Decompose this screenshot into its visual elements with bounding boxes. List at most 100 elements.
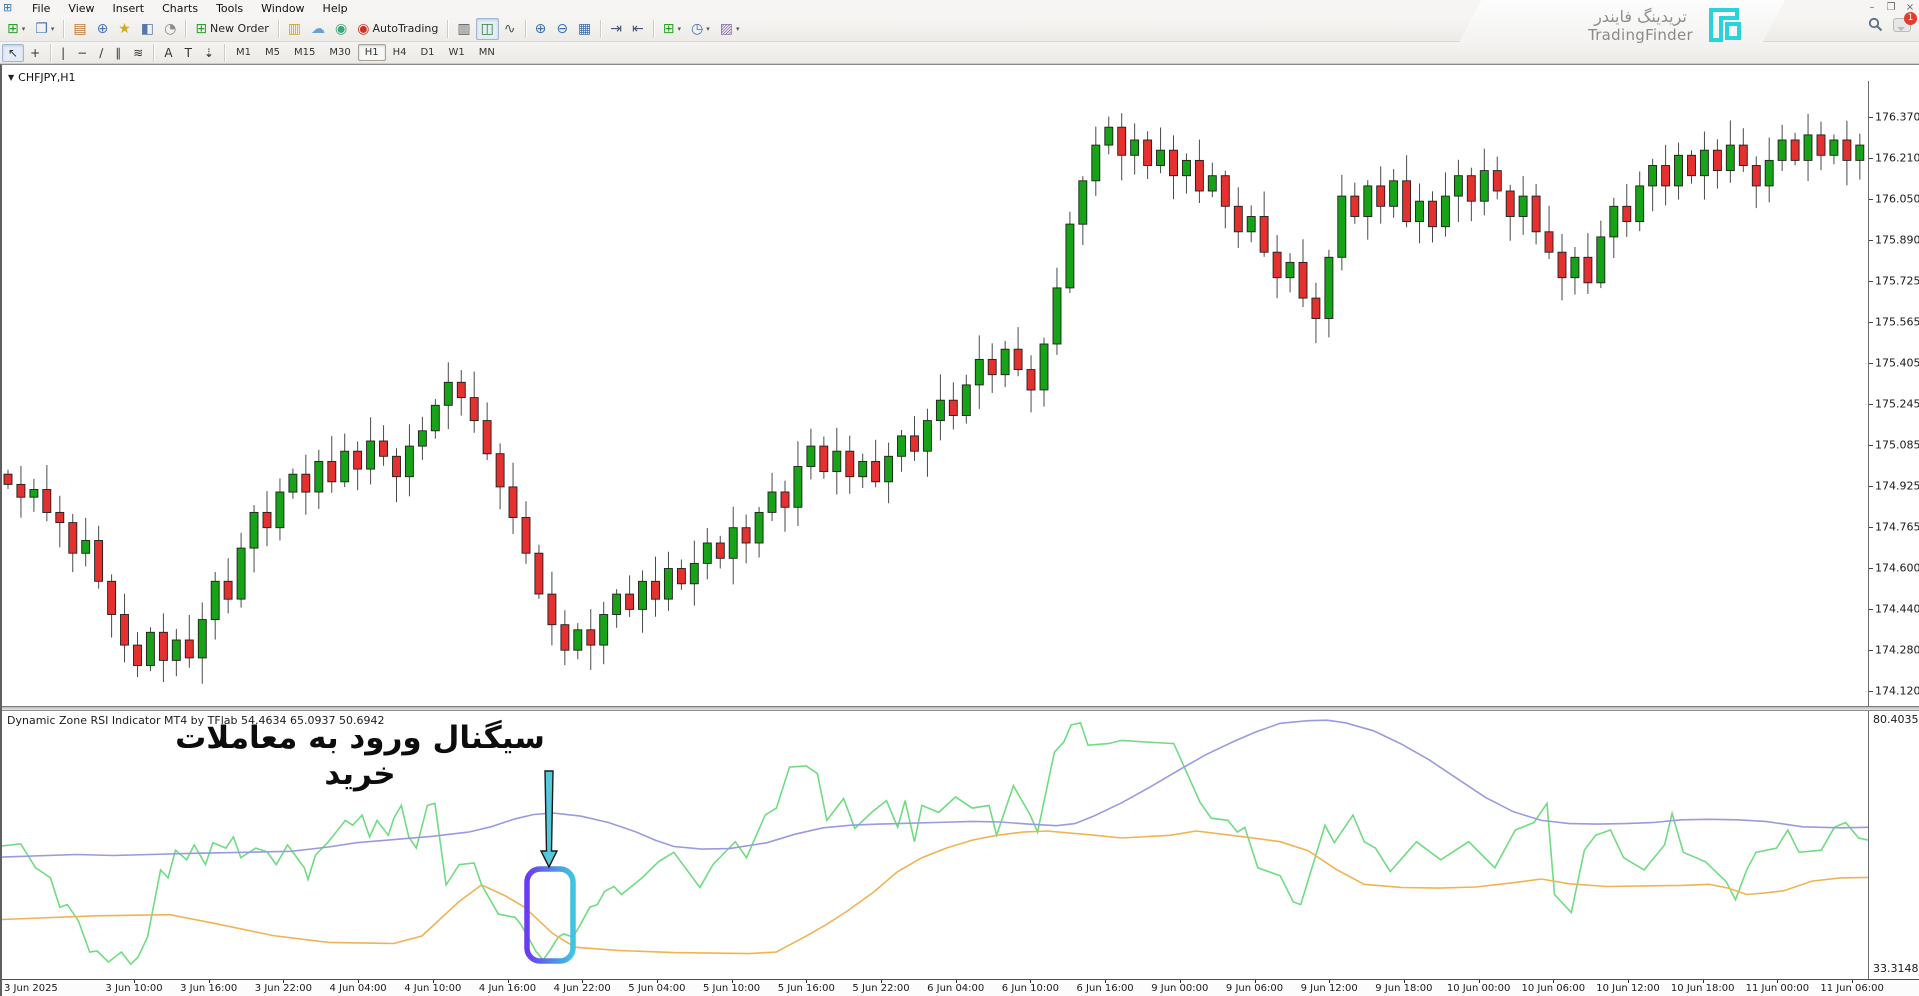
community-button[interactable]: ☁ [306, 18, 330, 40]
candle-body [1687, 154, 1696, 177]
candle-body [1182, 159, 1191, 177]
navigator-icon: ★ [118, 20, 131, 37]
close-button[interactable]: × [1905, 2, 1915, 13]
price-tick [1869, 240, 1873, 241]
indicators-menu-button[interactable]: ⊞ ▾ [658, 18, 686, 40]
menu-item-file[interactable]: File [32, 1, 51, 15]
vline-tool-button[interactable]: | [55, 44, 71, 62]
periods-menu-button[interactable]: ◷ ▾ [686, 18, 715, 40]
candle-body [1531, 195, 1541, 233]
menu-item-window[interactable]: Window [261, 1, 305, 15]
panel-separator[interactable] [2, 706, 1919, 711]
candle-body [262, 511, 272, 529]
menu-item-help[interactable]: Help [322, 1, 348, 15]
hline-tool-button[interactable]: − [71, 44, 93, 62]
drawing-and-timeframes-toolbar: ↖ + | − ∕ ∥ ≋ A T ⇣ M1 M5 M15 M30 H1 H4 D1 W1 MN [0, 42, 1919, 64]
new-chart-button[interactable]: ⊞ ▾ [2, 18, 30, 40]
crosshair-tool-button[interactable]: + [24, 44, 46, 62]
time-tick [358, 980, 360, 983]
chart-shift-button[interactable]: ⇤ [627, 18, 649, 40]
lower-band [1, 830, 1869, 955]
price-tick [1869, 650, 1873, 651]
profiles-button[interactable]: ❐ ▾ [30, 18, 59, 40]
cursor-tool-button[interactable]: ↖ [2, 43, 25, 62]
hline-icon: − [77, 45, 88, 60]
price-axis[interactable]: 176.370 176.210 176.050 175.890 175.725 175.5… [1868, 81, 1919, 706]
expert-advisors-button[interactable]: ▥ [283, 18, 306, 40]
zoom-out-button[interactable]: ⊖ [551, 18, 573, 40]
timeframe-m5-button[interactable]: M5 [264, 47, 280, 58]
indicator-axis[interactable]: 80.4035 33.3148 [1868, 711, 1919, 979]
navigator-button[interactable]: ★ [113, 18, 136, 40]
zoom-out-icon: ⊖ [556, 20, 569, 37]
text-label-tool-button[interactable]: T [179, 44, 198, 62]
timeframe-mn-button[interactable]: MN [478, 47, 495, 58]
candle-body [987, 358, 997, 376]
time-label: 9 Jun 12:00 [1300, 983, 1358, 994]
symbol-label[interactable]: ▼ CHFJPY,H1 [8, 71, 76, 84]
timeframe-m30-button[interactable]: M30 [329, 47, 351, 58]
fibonacci-tool-button[interactable]: ≋ [127, 44, 149, 62]
symbol-dropdown-icon[interactable]: ▼ [8, 73, 15, 82]
time-tick [1628, 980, 1629, 983]
time-label: 5 Jun 16:00 [777, 983, 835, 994]
terminal-button[interactable]: ◧ [136, 18, 159, 40]
candle-body [1091, 144, 1101, 182]
price-tick [1869, 363, 1873, 364]
bar-chart-button[interactable]: ▥ [452, 18, 475, 40]
new-chart-caret-icon: ▾ [21, 24, 26, 33]
new-order-button[interactable]: ⊞ New Order [190, 18, 273, 40]
menu-item-view[interactable]: View [68, 1, 95, 15]
candle-body [456, 381, 466, 399]
notifications-icon[interactable]: 1 [1893, 11, 1917, 32]
channel-tool-button[interactable]: ∥ [109, 44, 127, 62]
timeframe-h1-button[interactable]: H1 [357, 44, 386, 61]
timeframe-m1-button[interactable]: M1 [235, 47, 251, 58]
templates-menu-button[interactable]: ▨ ▾ [715, 18, 745, 40]
timeframe-h4-button[interactable]: H4 [392, 47, 407, 58]
price-label: 176.370 [1875, 110, 1919, 124]
candle-body [508, 486, 518, 518]
time-axis[interactable]: 3 Jun 2025 3 Jun 10:00 3 Jun 16:00 3 Jun 22… [2, 979, 1919, 996]
candle-body [884, 455, 894, 483]
rsi-indicator-panel: Dynamic Zone RSI Indicator MT4 by TFlab … [1, 711, 1869, 979]
candle-body [560, 624, 570, 651]
candle-body [55, 511, 65, 524]
arrows-tool-button[interactable]: ⇣ [198, 44, 220, 62]
time-tick [1179, 980, 1181, 983]
search-icon[interactable] [1868, 17, 1883, 32]
time-label: 10 Jun 12:00 [1596, 983, 1660, 994]
market-watch-button[interactable]: ▤ [68, 18, 91, 40]
tile-windows-button[interactable]: ▦ [573, 18, 596, 40]
candle-body [68, 522, 78, 554]
timeframe-w1-button[interactable]: W1 [448, 47, 465, 58]
candle-body [1751, 165, 1761, 187]
menu-item-insert[interactable]: Insert [112, 1, 145, 15]
data-window-button[interactable]: ⊕ [92, 18, 114, 40]
autotrading-button[interactable]: ◉ AutoTrading [352, 18, 443, 40]
timeframe-d1-button[interactable]: D1 [420, 47, 435, 58]
candlestick-chart-button[interactable]: ◫ [475, 17, 499, 40]
text-tool-button[interactable]: A [158, 44, 178, 62]
trendline-tool-button[interactable]: ∕ [93, 44, 109, 62]
line-chart-button[interactable]: ∿ [499, 18, 521, 40]
restore-button[interactable]: ❐ [1886, 2, 1896, 13]
price-tick [1869, 691, 1873, 692]
periods-menu-caret-icon: ▾ [706, 24, 710, 33]
templates-menu-icon: ▨ [719, 20, 733, 37]
rsi-indicator-chart[interactable] [1, 711, 1869, 979]
zoom-in-button[interactable]: ⊕ [530, 18, 552, 40]
candle-body [1440, 195, 1450, 228]
candle-body [935, 399, 945, 422]
candle-body [1635, 185, 1645, 223]
candle-body [1790, 139, 1800, 161]
strategy-tester-button[interactable]: ◔ [159, 18, 181, 40]
minimize-button[interactable]: – [1869, 2, 1875, 13]
menu-item-charts[interactable]: Charts [162, 1, 199, 15]
candlestick-chart[interactable] [2, 81, 1868, 706]
price-label: 174.765 [1875, 520, 1919, 534]
menu-item-tools[interactable]: Tools [216, 1, 244, 15]
broadcast-button[interactable]: ◉ [330, 18, 352, 40]
auto-scroll-button[interactable]: ⇥ [605, 18, 627, 40]
timeframe-m15-button[interactable]: M15 [293, 47, 316, 58]
